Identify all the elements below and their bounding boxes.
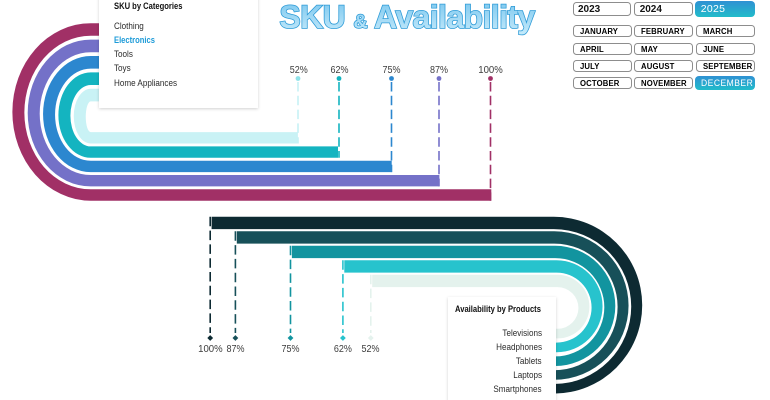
svg-text:87%: 87% — [430, 65, 448, 76]
svg-text:52%: 52% — [290, 65, 308, 76]
svg-text:62%: 62% — [334, 344, 352, 355]
svg-text:75%: 75% — [282, 344, 300, 355]
svg-text:87%: 87% — [227, 344, 245, 355]
svg-text:75%: 75% — [383, 65, 401, 76]
svg-text:SKU & Availability: SKU & Availability — [279, 0, 535, 35]
svg-text:62%: 62% — [331, 65, 349, 76]
svg-text:52%: 52% — [362, 344, 380, 355]
svg-text:100%: 100% — [478, 65, 503, 76]
svg-text:100%: 100% — [198, 344, 223, 355]
